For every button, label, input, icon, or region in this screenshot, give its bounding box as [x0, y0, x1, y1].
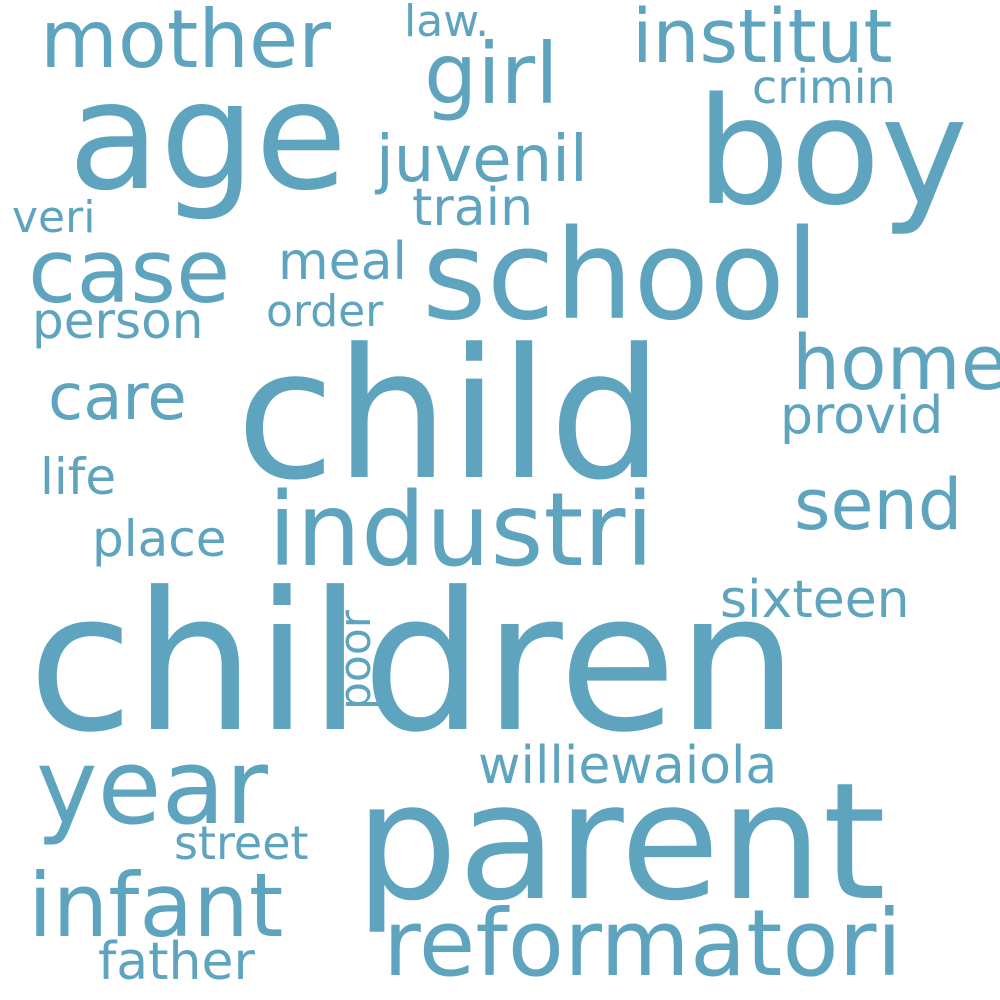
- word-poor: poor: [330, 610, 381, 710]
- word-age: age: [68, 50, 348, 224]
- word-school: school: [422, 204, 820, 348]
- word-infant: infant: [28, 854, 284, 957]
- word-case: case: [28, 220, 231, 323]
- word-home: home: [792, 318, 1000, 407]
- word-street: street: [174, 816, 309, 870]
- word-boy: boy: [696, 66, 969, 238]
- word-meal: meal: [278, 232, 407, 292]
- word-father: father: [98, 932, 255, 992]
- word-sixteen: sixteen: [720, 570, 910, 630]
- word-person: person: [32, 292, 204, 350]
- word-parent: parent: [355, 749, 887, 937]
- word-law: law.: [404, 0, 490, 47]
- word-reformatori: reformatori: [383, 890, 903, 997]
- word-year: year: [36, 726, 269, 848]
- word-industri: industri: [268, 471, 654, 590]
- word-place: place: [92, 510, 227, 568]
- word-order: order: [266, 286, 384, 337]
- word-girl: girl: [424, 25, 559, 123]
- word-child: child: [236, 311, 664, 520]
- word-veri: veri: [12, 192, 96, 243]
- word-care: care: [48, 361, 187, 435]
- word-mother: mother: [40, 0, 332, 86]
- word-life: life: [40, 448, 117, 506]
- word-children: children: [28, 552, 799, 775]
- word-williewaiola: williewaiola: [478, 736, 778, 796]
- word-juvenil: juvenil: [376, 123, 588, 197]
- word-send: send: [794, 464, 963, 546]
- word-institut: institut: [632, 0, 893, 80]
- word-provid: provid: [780, 386, 944, 446]
- word-train: train: [412, 178, 534, 238]
- word-crimin: crimin: [752, 60, 896, 114]
